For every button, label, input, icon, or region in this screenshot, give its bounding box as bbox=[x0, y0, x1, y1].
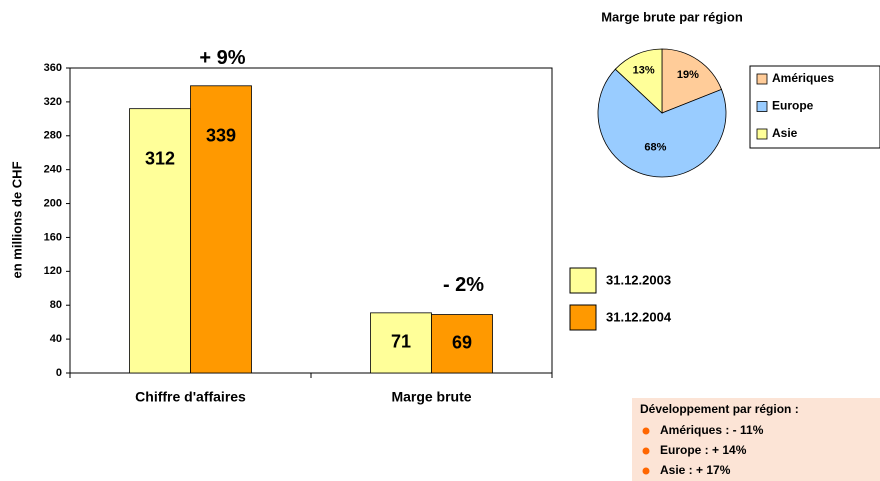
legend-swatch bbox=[569, 304, 597, 331]
note-item: Asie : + 17% bbox=[660, 463, 731, 477]
y-tick-label: 80 bbox=[50, 299, 62, 311]
bar bbox=[190, 85, 252, 374]
pie-value-label: 68% bbox=[644, 141, 666, 153]
pie-legend-swatch bbox=[756, 73, 768, 85]
bullet bbox=[642, 467, 650, 475]
bullet bbox=[642, 427, 650, 435]
pie-legend-frame bbox=[749, 65, 880, 149]
bar-value-label: 312 bbox=[145, 148, 175, 168]
y-tick-label: 240 bbox=[44, 164, 62, 176]
bar bbox=[129, 108, 191, 374]
y-tick-label: 320 bbox=[44, 96, 62, 108]
pie-slice bbox=[661, 48, 723, 114]
pie-slice bbox=[614, 48, 663, 114]
pie-slice bbox=[597, 68, 727, 178]
y-tick-label: 120 bbox=[44, 265, 62, 277]
bullet bbox=[642, 447, 650, 455]
notes-box bbox=[632, 398, 880, 481]
y-tick-label: 0 bbox=[56, 367, 62, 379]
legend-label: 31.12.2004 bbox=[606, 309, 672, 324]
y-tick-label: 200 bbox=[44, 197, 62, 209]
y-tick-label: 160 bbox=[44, 231, 62, 243]
note-item: Europe : + 14% bbox=[660, 443, 747, 457]
pie-legend-label: Europe bbox=[772, 99, 814, 113]
legend-swatch bbox=[569, 267, 597, 294]
pie-legend-label: Amériques bbox=[772, 71, 834, 85]
pie-legend-swatch bbox=[756, 128, 768, 140]
y-tick-label: 280 bbox=[44, 130, 62, 142]
legend-label: 31.12.2003 bbox=[606, 272, 671, 287]
bar-value-label: 71 bbox=[391, 332, 411, 352]
pie-legend-swatch bbox=[756, 101, 768, 112]
note-item: Amériques : - 11% bbox=[660, 423, 764, 437]
y-tick-label: 360 bbox=[44, 62, 62, 74]
pie-value-label: 13% bbox=[633, 65, 655, 77]
y-axis-label: en millions de CHF bbox=[9, 161, 24, 278]
bar-value-label: 69 bbox=[452, 333, 472, 353]
notes-title: Développement par région : bbox=[640, 402, 799, 416]
annotation: + 9% bbox=[199, 47, 245, 69]
x-tick-label: Marge brute bbox=[391, 389, 471, 405]
pie-legend-label: Asie bbox=[772, 126, 798, 140]
bar-value-label: 339 bbox=[206, 126, 236, 146]
x-tick-label: Chiffre d'affaires bbox=[135, 389, 246, 405]
pie-title: Marge brute par région bbox=[601, 9, 743, 24]
pie-value-label: 19% bbox=[677, 69, 699, 81]
annotation: - 2% bbox=[443, 274, 484, 296]
y-tick-label: 40 bbox=[50, 333, 62, 345]
bar bbox=[431, 314, 493, 374]
